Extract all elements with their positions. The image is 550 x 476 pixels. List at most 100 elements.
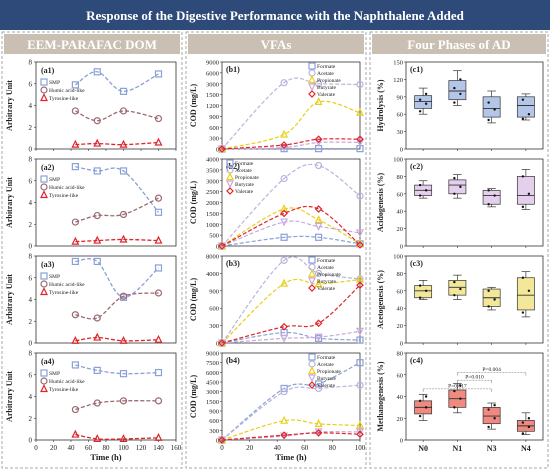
box-point [453,87,455,89]
panel-label: (c3) [410,259,423,268]
y-tick-label: 600 [209,418,219,425]
box-point [453,281,455,283]
legend-label: Valerate [317,286,336,292]
box-point [487,408,489,410]
y-tick-label: 80 [397,174,404,181]
legend-label: Acetate [317,362,334,368]
box-point [453,294,455,296]
legend-label: Humic acid-like [49,282,85,288]
panel-label: (a4) [41,357,55,366]
series-line [75,435,158,440]
y-tick-label: 8 [29,156,33,164]
y-tick-label: 40 [397,209,404,216]
box-point [487,305,489,307]
x-tick-label: 20 [50,444,58,452]
legend-marker [309,354,315,360]
x-tick-label: 40 [274,444,282,452]
box [483,190,500,204]
legend-marker [41,95,47,101]
legend-label: SMP [49,177,60,183]
figure-title: Response of the Digestive Performance wi… [86,8,464,23]
legend-label: SMP [49,371,60,377]
box [449,180,466,194]
legend-label: Valerate [317,383,336,389]
y-tick-label: 8 [29,350,33,358]
box-point [522,432,524,434]
legend-label: Tyrosine-like [49,96,79,102]
y-tick-label: 6 [29,371,33,379]
data-point [316,206,322,212]
legend-marker [227,188,233,194]
series-line [222,208,360,246]
legend-marker [309,278,315,284]
box-point [487,119,489,121]
panel-label: (a1) [41,66,55,75]
series-line [222,279,360,343]
section-title-vfa: VFAs [261,37,292,52]
legend-label: Propionate [235,175,259,181]
y-tick-label: 0 [400,438,403,445]
panel-label: (b1) [226,65,240,74]
plot-frame [36,353,176,440]
y-tick-label: 1500 [206,399,219,406]
legend-label: Acetate [235,168,252,174]
y-tick-label: 60 [397,191,404,198]
series-line [75,259,158,298]
legend-marker [41,273,47,279]
y-tick-label: 20 [397,323,404,330]
x-tick-label: N4 [521,444,531,453]
box-point [493,298,495,300]
legend-marker [41,289,47,295]
box-point [528,193,530,195]
x-tick-label: N1 [452,444,462,453]
x-tick-label: N0 [418,444,428,453]
legend-label: Butyrate [317,85,336,91]
legend-label: SMP [49,80,60,86]
y-tick-label: 60 [397,112,404,119]
panel-label: (b3) [226,259,240,268]
y-axis-label: COD (mg/L) [189,278,198,322]
y-tick-label: 0 [400,341,403,348]
y-tick-label: 20 [397,416,404,423]
y-tick-label: 8000 [206,254,219,261]
y-axis-label: COD (mg/L) [189,375,198,419]
data-point [316,223,322,229]
series-line [75,142,158,144]
box [449,81,466,100]
series-line [75,72,158,92]
data-point [94,334,100,340]
series-line [75,111,158,121]
legend-label: Valerate [235,189,254,195]
y-tick-label: 8 [29,59,33,67]
data-point [156,139,162,145]
legend-label: Tyrosine-like [49,193,79,199]
box-point [522,206,524,208]
box [483,97,500,117]
legend-marker [41,192,47,198]
y-tick-label: 150 [393,60,403,67]
x-tick-label: 100 [118,444,129,452]
box-point [528,290,530,292]
legend-marker [309,77,315,83]
box-point [459,288,461,290]
box-point [425,93,427,95]
legend-label: Valerate [317,92,336,98]
y-tick-label: 1000 [206,222,219,229]
y-tick-label: 4000 [206,271,219,278]
y-tick-label: 6 [29,274,33,282]
data-point [281,131,287,137]
y-tick-label: 3000 [206,81,219,88]
legend-marker [309,84,315,90]
box-point [419,99,421,101]
box-point [425,103,427,105]
legend-marker [309,285,315,291]
y-tick-label: 60 [397,372,404,379]
box-point [522,118,524,120]
y-axis-label: COD (mg/L) [189,84,198,128]
data-point [156,336,162,342]
y-tick-label: 2000 [206,200,219,207]
box-point [459,93,461,95]
y-tick-label: 0 [29,340,33,348]
legend-label: Butyrate [235,182,254,188]
plot-frame [36,159,176,246]
